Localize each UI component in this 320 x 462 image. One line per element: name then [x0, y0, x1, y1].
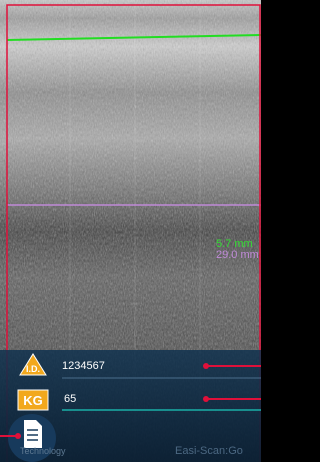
kg-label: KG [18, 393, 48, 408]
id-label: I.D. [21, 364, 45, 374]
pointer-dot [203, 363, 209, 369]
patient-id[interactable]: 1234567 [62, 360, 105, 372]
scanner-screen: 5.7 mm 29.0 mm I.D. 1234567 KG 65 Techno… [0, 0, 261, 462]
product-name: Easi-Scan:Go [175, 445, 243, 457]
document-icon[interactable] [24, 420, 42, 448]
depth-measurement: 29.0 mm [216, 249, 259, 261]
patient-weight[interactable]: 65 [64, 393, 76, 405]
pointer-dot [203, 396, 209, 402]
pointer-dot [15, 433, 21, 439]
brand-text: Technology [20, 446, 66, 456]
